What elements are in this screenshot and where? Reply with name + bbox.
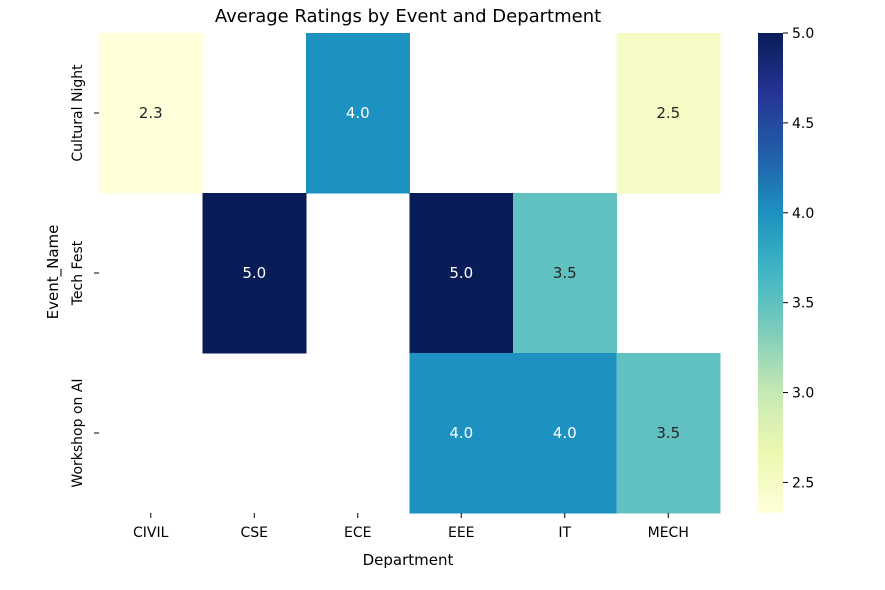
y-tick-label-tech-fest: Tech Fest bbox=[70, 240, 86, 306]
cell-cultural-night-civil bbox=[99, 33, 203, 194]
x-tick-label-it: IT bbox=[558, 525, 571, 541]
cell-tech-fest-cse-label: 5.0 bbox=[242, 264, 266, 282]
colorbar-gradient bbox=[758, 33, 783, 513]
y-axis-ticks: Cultural Night Tech Fest Workshop on AI bbox=[70, 64, 99, 488]
chart-title: Average Ratings by Event and Department bbox=[215, 6, 601, 27]
y-axis-label: Event_Name bbox=[44, 225, 63, 320]
x-tick-label-civil: CIVIL bbox=[133, 525, 169, 541]
cell-cultural-night-civil-label: 2.3 bbox=[139, 104, 163, 122]
colorbar-tick-label: 3.5 bbox=[792, 296, 814, 312]
cell-cultural-night-ece bbox=[306, 33, 410, 194]
cell-cultural-night-mech-label: 2.5 bbox=[656, 104, 680, 122]
cell-workshop-on-ai-it bbox=[513, 353, 617, 514]
colorbar-ticks: 2.5 3.0 3.5 4.0 4.5 5.0 bbox=[783, 26, 814, 491]
colorbar-tick-label: 4.0 bbox=[792, 206, 814, 222]
x-tick-label-eee: EEE bbox=[448, 525, 475, 541]
colorbar-tick-label: 5.0 bbox=[792, 26, 814, 42]
x-axis-label: Department bbox=[363, 551, 454, 569]
cell-workshop-on-ai-eee-label: 4.0 bbox=[449, 424, 473, 442]
cell-cultural-night-mech bbox=[616, 33, 721, 194]
y-tick-label-cultural-night: Cultural Night bbox=[70, 64, 86, 162]
heatmap-cells bbox=[99, 33, 721, 514]
x-tick-label-mech: MECH bbox=[648, 525, 689, 541]
colorbar-tick-label: 4.5 bbox=[792, 116, 814, 132]
x-tick-label-ece: ECE bbox=[344, 525, 371, 541]
cell-tech-fest-it-label: 3.5 bbox=[553, 264, 577, 282]
colorbar-tick-label: 2.5 bbox=[792, 475, 814, 491]
cell-tech-fest-it bbox=[513, 193, 617, 354]
x-axis-ticks: CIVIL CSE ECE EEE IT MECH bbox=[133, 513, 689, 541]
x-tick-label-cse: CSE bbox=[240, 525, 268, 541]
cell-workshop-on-ai-mech-label: 3.5 bbox=[656, 424, 680, 442]
cell-workshop-on-ai-mech bbox=[616, 353, 721, 514]
heatmap-cell-labels: 2.3 4.0 2.5 5.0 5.0 3.5 4.0 4.0 3.5 bbox=[139, 104, 680, 442]
cell-workshop-on-ai-it-label: 4.0 bbox=[553, 424, 577, 442]
colorbar bbox=[758, 33, 783, 513]
cell-workshop-on-ai-eee bbox=[409, 353, 514, 514]
cell-tech-fest-eee bbox=[409, 193, 514, 354]
cell-tech-fest-cse bbox=[202, 193, 307, 354]
y-tick-label-workshop-on-ai: Workshop on AI bbox=[70, 378, 86, 487]
cell-cultural-night-ece-label: 4.0 bbox=[346, 104, 370, 122]
colorbar-tick-label: 3.0 bbox=[792, 386, 814, 402]
cell-tech-fest-eee-label: 5.0 bbox=[449, 264, 473, 282]
